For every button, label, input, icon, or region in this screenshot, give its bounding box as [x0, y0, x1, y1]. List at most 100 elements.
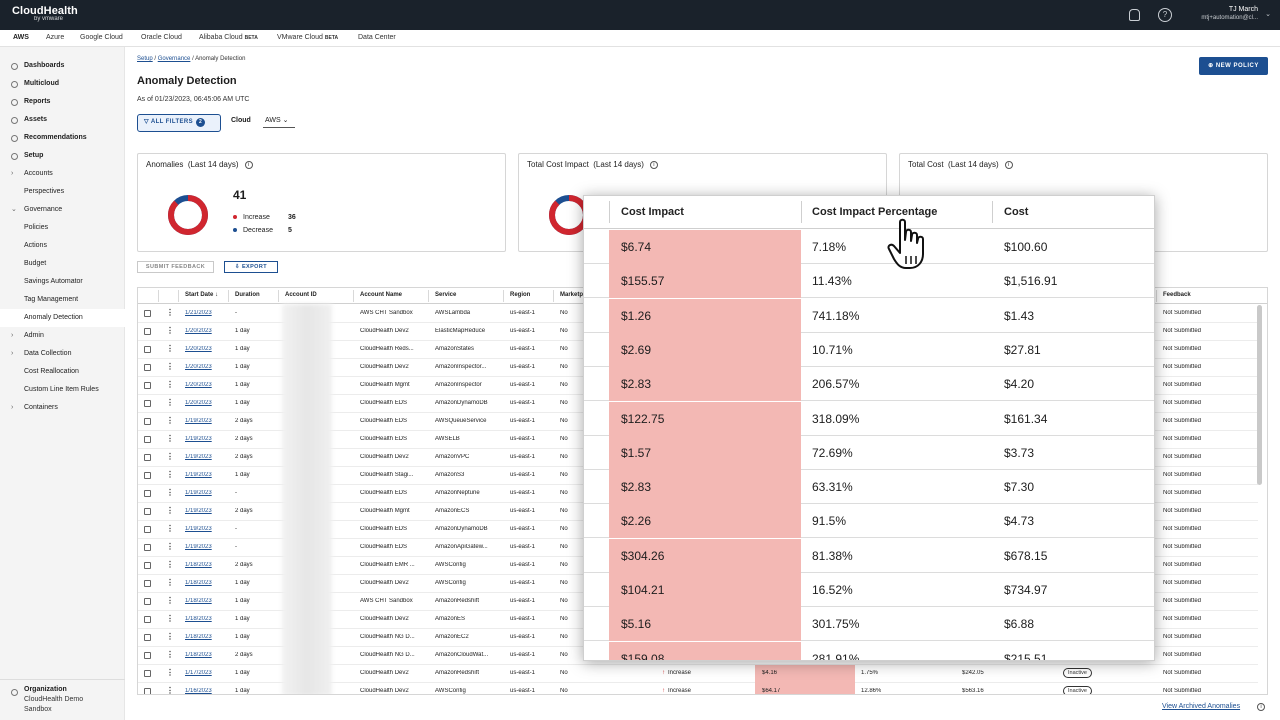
tab-google-cloud[interactable]: Google Cloud [80, 34, 123, 41]
start-date-link[interactable]: 1/20/2023 [185, 364, 212, 370]
sidebar-item-reports[interactable]: Reports [0, 93, 125, 111]
sidebar-item-multicloud[interactable]: Multicloud [0, 75, 125, 93]
sidebar-item-custom-line-item-rules[interactable]: Custom Line Item Rules [24, 386, 99, 393]
row-checkbox[interactable] [144, 382, 151, 389]
col-cost-impact-percentage[interactable]: Cost Impact Percentage [812, 206, 938, 218]
zoom-table-row[interactable]: $6.74 7.18% $100.60 [584, 230, 1154, 264]
sidebar-item-perspectives[interactable]: Perspectives [24, 188, 65, 195]
zoom-table-row[interactable]: $2.69 10.71% $27.81 [584, 332, 1154, 367]
cloudhealth-logo[interactable]: CloudHealth by vmware [12, 5, 78, 22]
kebab-menu-icon[interactable]: ⋮ [166, 542, 174, 551]
col-marketplace[interactable]: Marketp... [560, 292, 589, 298]
info-icon[interactable]: i [244, 160, 253, 169]
row-checkbox[interactable] [144, 526, 151, 533]
tab-data-center[interactable]: Data Center [358, 34, 396, 41]
start-date-link[interactable]: 1/16/2023 [185, 688, 212, 694]
tab-aws[interactable]: AWS [13, 34, 29, 41]
sidebar-item-cost-reallocation[interactable]: Cost Reallocation [24, 368, 79, 375]
kebab-menu-icon[interactable]: ⋮ [166, 362, 174, 371]
start-date-link[interactable]: 1/19/2023 [185, 472, 212, 478]
start-date-link[interactable]: 1/19/2023 [185, 436, 212, 442]
tab-azure[interactable]: Azure [46, 34, 65, 41]
chevron-down-icon[interactable]: ⌄ [1265, 11, 1271, 18]
kebab-menu-icon[interactable]: ⋮ [166, 470, 174, 479]
kebab-menu-icon[interactable]: ⋮ [166, 488, 174, 497]
row-checkbox[interactable] [144, 688, 151, 694]
start-date-link[interactable]: 1/19/2023 [185, 454, 212, 460]
start-date-link[interactable]: 1/18/2023 [185, 598, 212, 604]
col-cost[interactable]: Cost [1004, 206, 1029, 218]
start-date-link[interactable]: 1/19/2023 [185, 526, 212, 532]
row-checkbox[interactable] [144, 670, 151, 677]
sidebar-item-budget[interactable]: Budget [24, 260, 47, 267]
start-date-link[interactable]: 1/20/2023 [185, 328, 212, 334]
row-checkbox[interactable] [144, 598, 151, 605]
row-checkbox[interactable] [144, 580, 151, 587]
sidebar-item-admin[interactable]: › Admin [0, 327, 125, 345]
sidebar-item-policies[interactable]: Policies [24, 224, 49, 231]
sidebar-item-tag-management[interactable]: Tag Management [24, 296, 79, 303]
table-row[interactable]: ⋮ 1/18/2023 2 days CloudHealth NG D... Amazo… [138, 647, 1258, 665]
sidebar-item-setup[interactable]: Setup [0, 147, 125, 165]
kebab-menu-icon[interactable]: ⋮ [166, 596, 174, 605]
row-checkbox[interactable] [144, 562, 151, 569]
kebab-menu-icon[interactable]: ⋮ [166, 308, 174, 317]
start-date-link[interactable]: 1/20/2023 [185, 346, 212, 352]
submit-feedback-button[interactable]: SUBMIT FEEDBACK [137, 261, 214, 273]
sidebar-item-assets[interactable]: Assets [0, 111, 125, 129]
row-checkbox[interactable] [144, 364, 151, 371]
kebab-menu-icon[interactable]: ⋮ [166, 416, 174, 425]
info-icon[interactable]: i [1004, 160, 1013, 169]
row-checkbox[interactable] [144, 634, 151, 641]
tab-vmware-cloud[interactable]: VMware Cloud BETA [277, 34, 339, 41]
sidebar-item-dashboards[interactable]: Dashboards [0, 57, 125, 75]
kebab-menu-icon[interactable]: ⋮ [166, 632, 174, 641]
tab-oracle-cloud[interactable]: Oracle Cloud [141, 34, 182, 41]
zoom-table-row[interactable]: $159.08 281.91% $215.51 [584, 641, 1154, 660]
row-checkbox[interactable] [144, 616, 151, 623]
kebab-menu-icon[interactable]: ⋮ [166, 560, 174, 569]
new-policy-button[interactable]: ⊕ NEW POLICY [1199, 57, 1268, 75]
start-date-link[interactable]: 1/20/2023 [185, 382, 212, 388]
row-checkbox[interactable] [144, 544, 151, 551]
start-date-link[interactable]: 1/18/2023 [185, 616, 212, 622]
zoom-table-row[interactable]: $155.57 11.43% $1,516.91 [584, 264, 1154, 299]
sidebar-item-savings-automator[interactable]: Savings Automator [24, 278, 83, 285]
col-cost-impact[interactable]: Cost Impact [621, 206, 684, 218]
start-date-link[interactable]: 1/20/2023 [185, 400, 212, 406]
zoom-table-row[interactable]: $2.26 91.5% $4.73 [584, 504, 1154, 539]
kebab-menu-icon[interactable]: ⋮ [166, 452, 174, 461]
kebab-menu-icon[interactable]: ⋮ [166, 506, 174, 515]
sidebar-item-accounts[interactable]: › Accounts [0, 165, 125, 183]
row-checkbox[interactable] [144, 508, 151, 515]
help-icon[interactable]: ? [1158, 8, 1172, 22]
col-duration[interactable]: Duration [235, 292, 260, 298]
row-checkbox[interactable] [144, 418, 151, 425]
bell-icon[interactable] [1129, 9, 1140, 21]
row-checkbox[interactable] [144, 310, 151, 317]
view-archived-anomalies-link[interactable]: View Archived Anomalies [1162, 703, 1241, 710]
start-date-link[interactable]: 1/19/2023 [185, 508, 212, 514]
kebab-menu-icon[interactable]: ⋮ [166, 578, 174, 587]
zoom-table-row[interactable]: $2.83 63.31% $7.30 [584, 470, 1154, 505]
col-start-date[interactable]: Start Date ↓ [185, 292, 219, 298]
zoom-table-row[interactable]: $1.57 72.69% $3.73 [584, 435, 1154, 470]
kebab-menu-icon[interactable]: ⋮ [166, 614, 174, 623]
sidebar-item-data-collection[interactable]: › Data Collection [0, 345, 125, 363]
col-region[interactable]: Region [510, 292, 531, 298]
zoom-table-row[interactable]: $2.83 206.57% $4.20 [584, 367, 1154, 402]
start-date-link[interactable]: 1/18/2023 [185, 634, 212, 640]
sidebar-item-governance[interactable]: ⌄ Governance [0, 201, 125, 219]
organization-selector[interactable]: Organization CloudHealth Demo Sandbox [0, 679, 125, 713]
kebab-menu-icon[interactable]: ⋮ [166, 380, 174, 389]
zoom-table-row[interactable]: $304.26 81.38% $678.15 [584, 538, 1154, 573]
zoom-table-row[interactable]: $5.16 301.75% $6.88 [584, 607, 1154, 642]
start-date-link[interactable]: 1/17/2023 [185, 670, 212, 676]
start-date-link[interactable]: 1/21/2023 [185, 310, 212, 316]
kebab-menu-icon[interactable]: ⋮ [166, 434, 174, 443]
info-icon[interactable]: i [1257, 703, 1265, 711]
sidebar-item-actions[interactable]: Actions [24, 242, 47, 249]
kebab-menu-icon[interactable]: ⋮ [166, 524, 174, 533]
export-button[interactable]: ⇩ EXPORT [224, 261, 278, 273]
info-icon[interactable]: i [649, 160, 658, 169]
